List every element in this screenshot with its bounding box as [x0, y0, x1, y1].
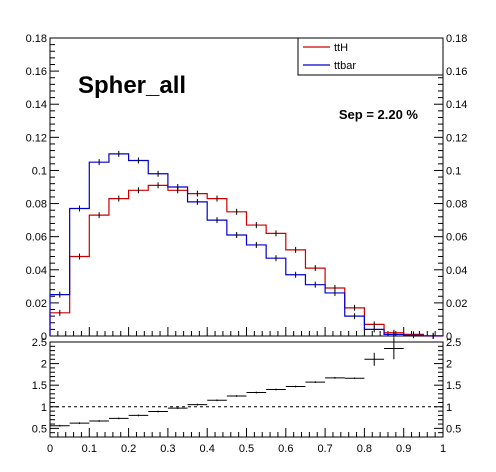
- ratio-plot-panel: 0.511.522.5 0.511.522.5 0 0.1 0.2 0.3 0.4 0.5…: [32, 337, 462, 455]
- ratio-point: [207, 399, 227, 402]
- ratio-point: [148, 410, 168, 413]
- ratio-y-tick-label-left: 0.5: [32, 423, 47, 435]
- ratio-y-tick-label-right: 2.5: [446, 337, 461, 349]
- ratio-point: [167, 407, 188, 409]
- ratio-x-axis: 0 0.1 0.2 0.3 0.4 0.5 0.6 0.7 0.8 0.9 1: [47, 428, 446, 455]
- legend-box: [297, 37, 444, 76]
- ratio-y-tick-label-right: 1: [446, 402, 452, 414]
- series-step-ttbar: [49, 153, 444, 337]
- ratio-y-tick-label-left: 1.5: [32, 380, 47, 392]
- ratio-point: [108, 417, 129, 420]
- ratio-y-tick-label-right: 0.5: [446, 423, 461, 435]
- ratio-x-tick-label: 0.4: [200, 443, 215, 455]
- series-step-tth: [49, 184, 443, 337]
- ratio-plot-frame: [49, 341, 444, 438]
- ratio-x-tick-label: 0.6: [278, 443, 293, 455]
- main-y-tick-label-right: 0.1: [446, 165, 461, 177]
- ratio-point: [187, 403, 208, 406]
- main-y-tick-label-right: 0.06: [446, 232, 467, 244]
- ratio-point: [69, 422, 90, 425]
- ratio-x-tick-label: 0.3: [160, 443, 175, 455]
- ratio-point: [128, 414, 149, 417]
- ratio-point: [364, 352, 385, 366]
- main-y-tick-label-left: 0.14: [26, 99, 47, 111]
- ratio-y-tick-label-left: 2: [41, 359, 47, 371]
- main-y-tick-label-right: 0.04: [446, 265, 467, 277]
- ratio-x-tick-label: 0.2: [121, 443, 136, 455]
- ratio-point: [226, 395, 247, 397]
- ratio-x-tick-label: 0.1: [82, 443, 97, 455]
- ratio-point: [266, 388, 286, 391]
- main-y-tick-label-left: 0: [41, 331, 47, 343]
- ratio-point: [89, 420, 109, 422]
- main-y-tick-label-left: 0.1: [32, 165, 47, 177]
- ratio-x-tick-label: 0: [47, 443, 53, 455]
- main-y-tick-label-right: 0.16: [446, 66, 467, 78]
- legend-label-ttbar: ttbar: [334, 60, 356, 72]
- main-y-tick-label-right: 0.08: [446, 199, 467, 211]
- legend-label-tth: ttH: [334, 42, 348, 54]
- ratio-x-tick-label: 0.5: [239, 443, 254, 455]
- ratio-point: [305, 381, 326, 384]
- ratio-point: [344, 377, 365, 380]
- ratio-point: [50, 424, 70, 427]
- main-y-tick-label-right: 0: [446, 331, 452, 343]
- main-y-tick-label-left: 0.12: [26, 132, 47, 144]
- main-y-tick-label-left: 0.08: [26, 199, 47, 211]
- ratio-x-tick-label: 0.7: [317, 443, 332, 455]
- chart-title: Spher_all: [78, 72, 186, 99]
- main-series-group: [49, 150, 444, 339]
- legend: ttH ttbar: [297, 37, 444, 76]
- ratio-point: [246, 391, 267, 394]
- ratio-y-tick-label-left: 2.5: [32, 337, 47, 349]
- main-y-tick-label-right: 0.18: [446, 33, 467, 45]
- main-y-tick-label-left: 0.02: [26, 298, 47, 310]
- ratio-x-tick-label: 0.9: [396, 443, 411, 455]
- ratio-x-tick-label: 0.8: [357, 443, 372, 455]
- separation-annotation: Sep = 2.20 %: [339, 107, 419, 122]
- ratio-y-tick-label-left: 1: [41, 402, 47, 414]
- ratio-point: [325, 376, 345, 379]
- main-y-tick-label-right: 0.02: [446, 298, 467, 310]
- ratio-y-tick-label-right: 2: [446, 359, 452, 371]
- ratio-y-tick-label-right: 1.5: [446, 380, 461, 392]
- ratio-point: [384, 337, 404, 360]
- main-y-axis-right: 0 0.02 0.04 0.06 0.08 0.1 0.12 0.14 0.16 0.18: [434, 33, 467, 343]
- ratio-y-axis-right: 0.5 1 1.5 2 2.5: [434, 337, 461, 435]
- main-y-tick-label-left: 0.18: [26, 33, 47, 45]
- main-plot-panel: 0 0.02 0.04 0.06 0.08 0.1 0.12 0.14 0.16 0.18 0 0.…: [26, 33, 468, 343]
- ratio-points-group: [50, 337, 404, 427]
- main-y-tick-label-left: 0.04: [26, 265, 47, 277]
- main-y-tick-label-left: 0.06: [26, 232, 47, 244]
- main-y-tick-label-left: 0.16: [26, 66, 47, 78]
- ratio-point: [285, 385, 306, 388]
- main-y-axis-left: 0 0.02 0.04 0.06 0.08 0.1 0.12 0.14 0.16 0.18: [26, 33, 59, 343]
- ratio-x-tick-label: 1: [440, 443, 446, 455]
- ratio-y-axis-left: 0.5 1 1.5 2 2.5: [32, 337, 59, 435]
- main-y-tick-label-right: 0.12: [446, 132, 467, 144]
- main-y-tick-label-right: 0.14: [446, 99, 467, 111]
